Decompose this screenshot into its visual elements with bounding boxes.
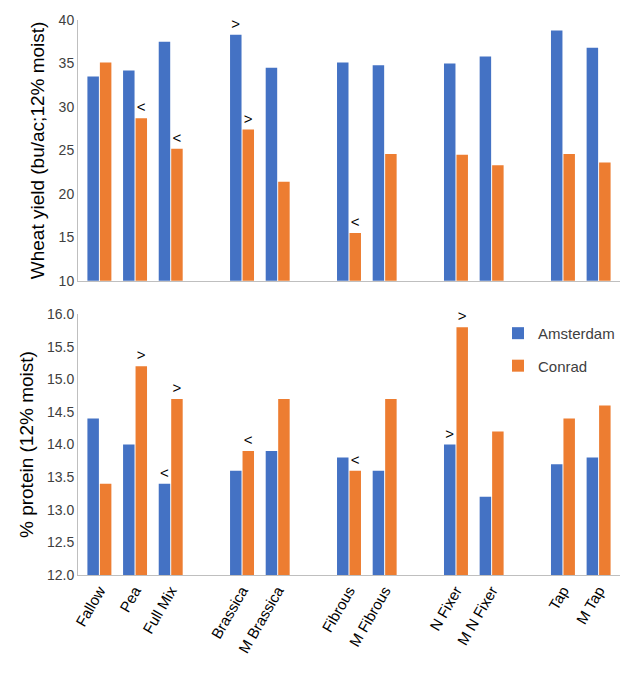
svg-text:10: 10 <box>59 273 75 289</box>
svg-text:N Fixer: N Fixer <box>426 583 465 633</box>
svg-text:Conrad: Conrad <box>538 358 587 375</box>
svg-text:% protein (12% moist): % protein (12% moist) <box>16 351 37 538</box>
svg-text:16.0: 16.0 <box>47 306 74 322</box>
svg-text:<: < <box>351 451 360 468</box>
svg-text:25: 25 <box>59 142 75 158</box>
svg-text:<: < <box>244 431 253 448</box>
svg-text:M Brassica: M Brassica <box>235 583 287 656</box>
svg-text:13.5: 13.5 <box>47 469 74 485</box>
svg-text:Fallow: Fallow <box>72 583 108 629</box>
svg-text:M N Fixer: M N Fixer <box>454 583 501 648</box>
svg-text:14.0: 14.0 <box>47 436 74 452</box>
svg-text:<: < <box>351 213 360 230</box>
svg-text:Wheat yield (bu/ac;12% moist): Wheat yield (bu/ac;12% moist) <box>27 22 48 280</box>
svg-text:Tap: Tap <box>545 583 572 612</box>
svg-text:20: 20 <box>59 186 75 202</box>
svg-text:Brassica: Brassica <box>208 583 252 642</box>
svg-text:Full Mix: Full Mix <box>139 583 180 637</box>
svg-text:>: > <box>172 379 181 396</box>
svg-text:M Fibrous: M Fibrous <box>346 583 394 649</box>
svg-text:Fibrous: Fibrous <box>318 583 358 635</box>
svg-text:<: < <box>160 464 169 481</box>
svg-text:<: < <box>137 98 146 115</box>
svg-text:<: < <box>172 129 181 146</box>
svg-text:>: > <box>137 346 146 363</box>
svg-text:Amsterdam: Amsterdam <box>538 325 615 342</box>
svg-text:>: > <box>445 425 454 442</box>
svg-text:M Tap: M Tap <box>573 583 608 627</box>
svg-text:13.0: 13.0 <box>47 502 74 518</box>
svg-text:15: 15 <box>59 229 75 245</box>
svg-text:15.5: 15.5 <box>47 339 74 355</box>
svg-text:>: > <box>231 15 240 32</box>
svg-text:14.5: 14.5 <box>47 404 74 420</box>
svg-text:30: 30 <box>59 99 75 115</box>
svg-text:12.0: 12.0 <box>47 567 74 583</box>
svg-text:>: > <box>458 307 467 324</box>
svg-text:40: 40 <box>59 12 75 28</box>
svg-text:15.0: 15.0 <box>47 371 74 387</box>
svg-text:35: 35 <box>59 55 75 71</box>
svg-text:>: > <box>244 110 253 127</box>
svg-text:12.5: 12.5 <box>47 534 74 550</box>
svg-text:Pea: Pea <box>116 583 144 615</box>
